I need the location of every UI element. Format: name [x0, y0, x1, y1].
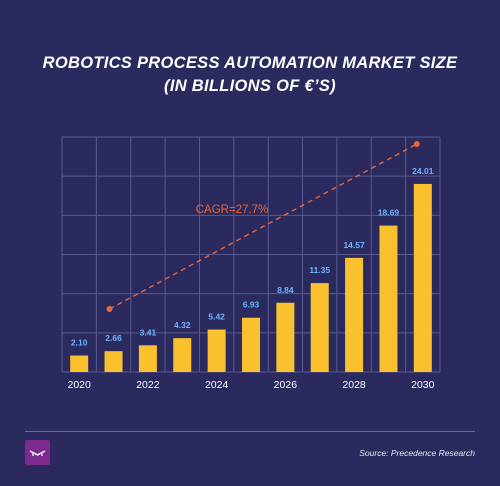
- value-label-2030: 24.01: [412, 166, 434, 176]
- x-tick-label-2030: 2030: [411, 379, 435, 391]
- x-tick-label-2022: 2022: [136, 379, 160, 391]
- bar-2023: [173, 338, 192, 372]
- value-label-2020: 2.10: [71, 338, 88, 348]
- x-tick-label-2020: 2020: [68, 379, 92, 391]
- value-label-2029: 18.69: [378, 208, 400, 218]
- cagr-annotation: CAGR=27.7%: [196, 204, 269, 216]
- value-label-2027: 11.35: [309, 265, 330, 275]
- title-line-1: ROBOTICS PROCESS AUTOMATION MARKET SIZE: [42, 54, 458, 72]
- cagr-trend-line: [109, 143, 418, 310]
- value-label-2022: 3.41: [140, 327, 157, 337]
- chart-title: ROBOTICS PROCESS AUTOMATION MARKET SIZE …: [0, 52, 500, 98]
- value-label-2026: 8.84: [277, 285, 294, 295]
- value-label-2024: 5.42: [208, 312, 225, 322]
- trend-start-dot: [106, 306, 113, 312]
- value-label-2025: 6.93: [243, 300, 260, 310]
- bar-2030: [413, 183, 432, 372]
- bar-2022: [138, 345, 157, 372]
- value-label-2028: 14.57: [343, 240, 365, 250]
- bar-2027: [310, 283, 329, 372]
- bar-2025: [242, 317, 260, 372]
- bar-2029: [379, 225, 398, 372]
- x-tick-label-2026: 2026: [274, 379, 298, 391]
- brand-logo-icon: [25, 440, 50, 465]
- x-tick-label-2028: 2028: [342, 379, 366, 391]
- bar-2026: [276, 302, 295, 372]
- source-note: Source: Precedence Research: [359, 448, 475, 458]
- bar-2024: [207, 329, 226, 372]
- bar-2021: [104, 351, 123, 372]
- value-label-2023: 4.32: [174, 320, 191, 330]
- footer-divider: [25, 431, 475, 432]
- trend-end-dot: [413, 141, 420, 147]
- value-label-2021: 2.66: [105, 333, 122, 343]
- x-tick-label-2024: 2024: [205, 379, 229, 391]
- bar-2020: [70, 355, 89, 372]
- title-line-2: (IN BILLIONS OF €’S): [164, 77, 336, 95]
- bar-2028: [345, 257, 364, 372]
